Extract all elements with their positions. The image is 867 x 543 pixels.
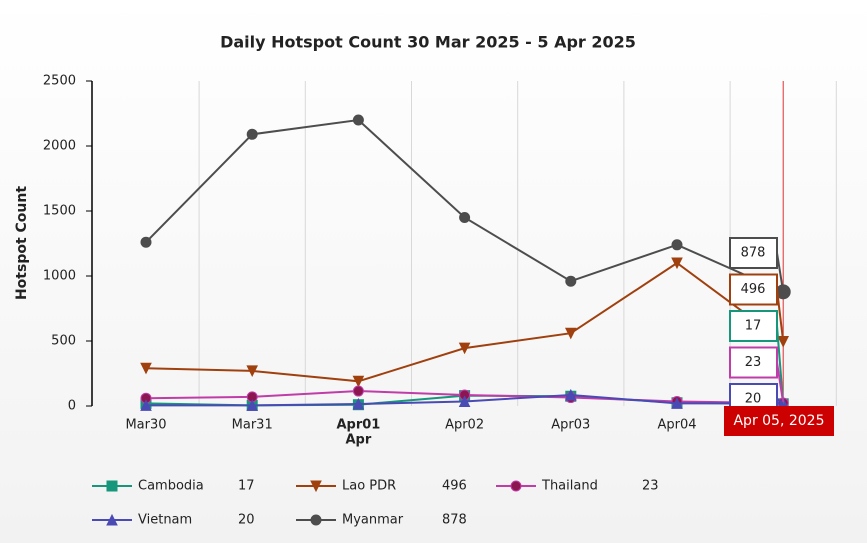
legend-value: 17 — [238, 479, 255, 494]
legend-value: 878 — [442, 513, 467, 528]
tooltip-value: 17 — [745, 319, 762, 334]
marker — [140, 399, 152, 411]
marker — [352, 397, 365, 410]
x-tick-label: Apr02 — [445, 418, 484, 433]
legend-value: 496 — [442, 479, 467, 494]
marker — [458, 342, 471, 355]
tooltip-pointer — [776, 289, 785, 342]
legend-name: Myanmar — [342, 513, 404, 528]
marker — [352, 375, 365, 388]
tooltip-box — [729, 310, 778, 342]
line — [145, 261, 784, 383]
y-tick-label: 1000 — [43, 269, 76, 284]
legend-marker — [106, 513, 118, 526]
marker — [246, 128, 258, 140]
tooltip-value: 23 — [745, 355, 762, 370]
tooltip-pointer — [776, 252, 785, 293]
y-tick-label: 2000 — [43, 139, 76, 154]
x-tick-label: Apr04 — [657, 418, 696, 433]
legend-marker — [310, 514, 322, 526]
y-tick-label: 1500 — [43, 204, 76, 219]
tooltip-pointer — [776, 398, 784, 405]
tooltip-pointer — [776, 362, 785, 404]
legend-marker — [310, 480, 322, 493]
legend-value: 23 — [642, 479, 659, 494]
tooltip-title: Apr 05, 2025 — [733, 413, 824, 429]
tooltip-title-box — [724, 406, 834, 436]
legend-name: Thailand — [541, 479, 598, 494]
y-tick-label: 500 — [51, 334, 76, 349]
x-tick-sublabel: Apr — [346, 433, 372, 448]
x-tick-label: Mar31 — [232, 418, 273, 433]
x-tick-label: Apr03 — [551, 418, 590, 433]
marker — [671, 397, 683, 409]
legend-marker — [510, 480, 522, 492]
legend-item: Myanmar 878 — [296, 513, 467, 528]
tooltip-value: 20 — [745, 392, 762, 407]
marker — [565, 275, 577, 287]
tooltip-box — [729, 237, 778, 269]
marker — [564, 327, 577, 340]
marker — [671, 239, 683, 251]
legend-name: Cambodia — [138, 479, 204, 494]
marker — [140, 362, 152, 375]
y-axis-label: Hotspot Count — [14, 186, 30, 300]
legend-value: 20 — [238, 513, 255, 528]
x-tick-label: Mar30 — [125, 418, 166, 433]
legend-item: Vietnam 20 — [92, 513, 255, 528]
tooltip-box — [729, 346, 778, 379]
legend-name: Vietnam — [138, 513, 192, 528]
legend-item: Thailand 23 — [496, 479, 659, 494]
legend-item: Lao PDR 496 — [296, 479, 467, 494]
y-tick-label: 2500 — [43, 74, 76, 89]
legend-item: Cambodia 17 — [92, 479, 255, 494]
marker — [352, 385, 364, 397]
y-tick-label: 0 — [68, 399, 76, 414]
x-tick-label: Apr01 — [336, 418, 380, 433]
line — [145, 118, 784, 293]
marker — [459, 212, 471, 223]
marker — [140, 236, 152, 248]
tooltip-box — [729, 273, 778, 306]
marker — [458, 395, 471, 407]
marker — [671, 257, 683, 270]
tooltip-value: 878 — [741, 246, 766, 261]
legend-name: Lao PDR — [342, 479, 396, 494]
chart-title: Daily Hotspot Count 30 Mar 2025 - 5 Apr … — [220, 33, 636, 52]
marker — [352, 114, 364, 126]
tooltip-value: 496 — [741, 282, 766, 297]
marker — [246, 365, 259, 378]
marker — [246, 399, 259, 411]
legend-marker — [106, 480, 118, 492]
marker — [564, 388, 577, 401]
